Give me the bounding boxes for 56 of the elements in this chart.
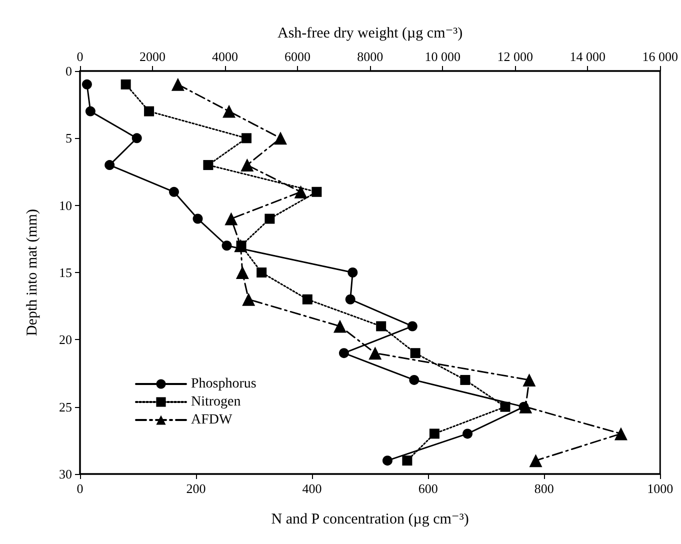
y-tick-label: 30 <box>59 466 72 482</box>
point <box>192 214 203 224</box>
point <box>345 294 356 304</box>
point <box>256 268 267 278</box>
point <box>302 294 312 304</box>
x2-tick-label: 2000 <box>140 49 166 64</box>
x2-tick-label: 10 000 <box>424 49 460 64</box>
point <box>348 268 358 278</box>
point <box>409 374 420 385</box>
point <box>376 321 386 332</box>
y-tick-label: 15 <box>59 265 72 280</box>
point <box>241 133 252 144</box>
x2-tick-label: 8000 <box>357 49 384 64</box>
y-axis-title: Depth into mat (mm) <box>24 208 40 336</box>
point <box>500 402 510 412</box>
point <box>85 106 96 116</box>
point <box>382 456 392 466</box>
point <box>312 186 322 197</box>
point <box>460 374 470 385</box>
y-tick-label: 5 <box>66 130 72 146</box>
point <box>462 428 473 439</box>
point <box>203 160 214 170</box>
point <box>429 428 440 439</box>
x-tick-label: 400 <box>302 481 322 496</box>
point <box>168 186 179 197</box>
x2-tick-label: 12 000 <box>497 49 533 64</box>
x2-tick-label: 14 000 <box>570 49 606 64</box>
point <box>264 214 275 224</box>
point <box>402 456 412 466</box>
x2-axis-title: Ash-free dry weight (µg cm⁻³) <box>277 26 463 42</box>
x-tick-label: 0 <box>76 481 84 496</box>
x-tick-label: 800 <box>534 481 554 496</box>
x2-tick-label: 6000 <box>284 49 311 64</box>
point <box>222 240 232 251</box>
legend-label: Phosphorus <box>191 376 256 392</box>
x2-tick-label: 4000 <box>212 49 238 64</box>
point <box>144 106 154 116</box>
legend-label: AFDW <box>191 412 234 428</box>
x-tick-label: 1000 <box>647 481 674 496</box>
y-tick-label: 25 <box>59 399 72 414</box>
legend-label: Nitrogen <box>191 394 241 410</box>
point <box>104 160 115 170</box>
point <box>120 79 131 90</box>
x-tick-label: 200 <box>186 481 206 496</box>
point <box>132 133 142 144</box>
y-tick-label: 0 <box>66 64 72 78</box>
y-tick-label: 20 <box>59 332 72 348</box>
y-tick-label: 10 <box>59 198 72 213</box>
point <box>407 321 418 332</box>
point <box>410 348 420 358</box>
x2-tick-label: 0 <box>76 49 84 64</box>
x-tick-label: 600 <box>418 481 438 496</box>
point <box>82 79 92 90</box>
x-axis-title: N and P concentration (µg cm⁻³) <box>271 512 469 528</box>
x2-tick-label: 16 000 <box>642 49 678 64</box>
point <box>338 348 349 358</box>
